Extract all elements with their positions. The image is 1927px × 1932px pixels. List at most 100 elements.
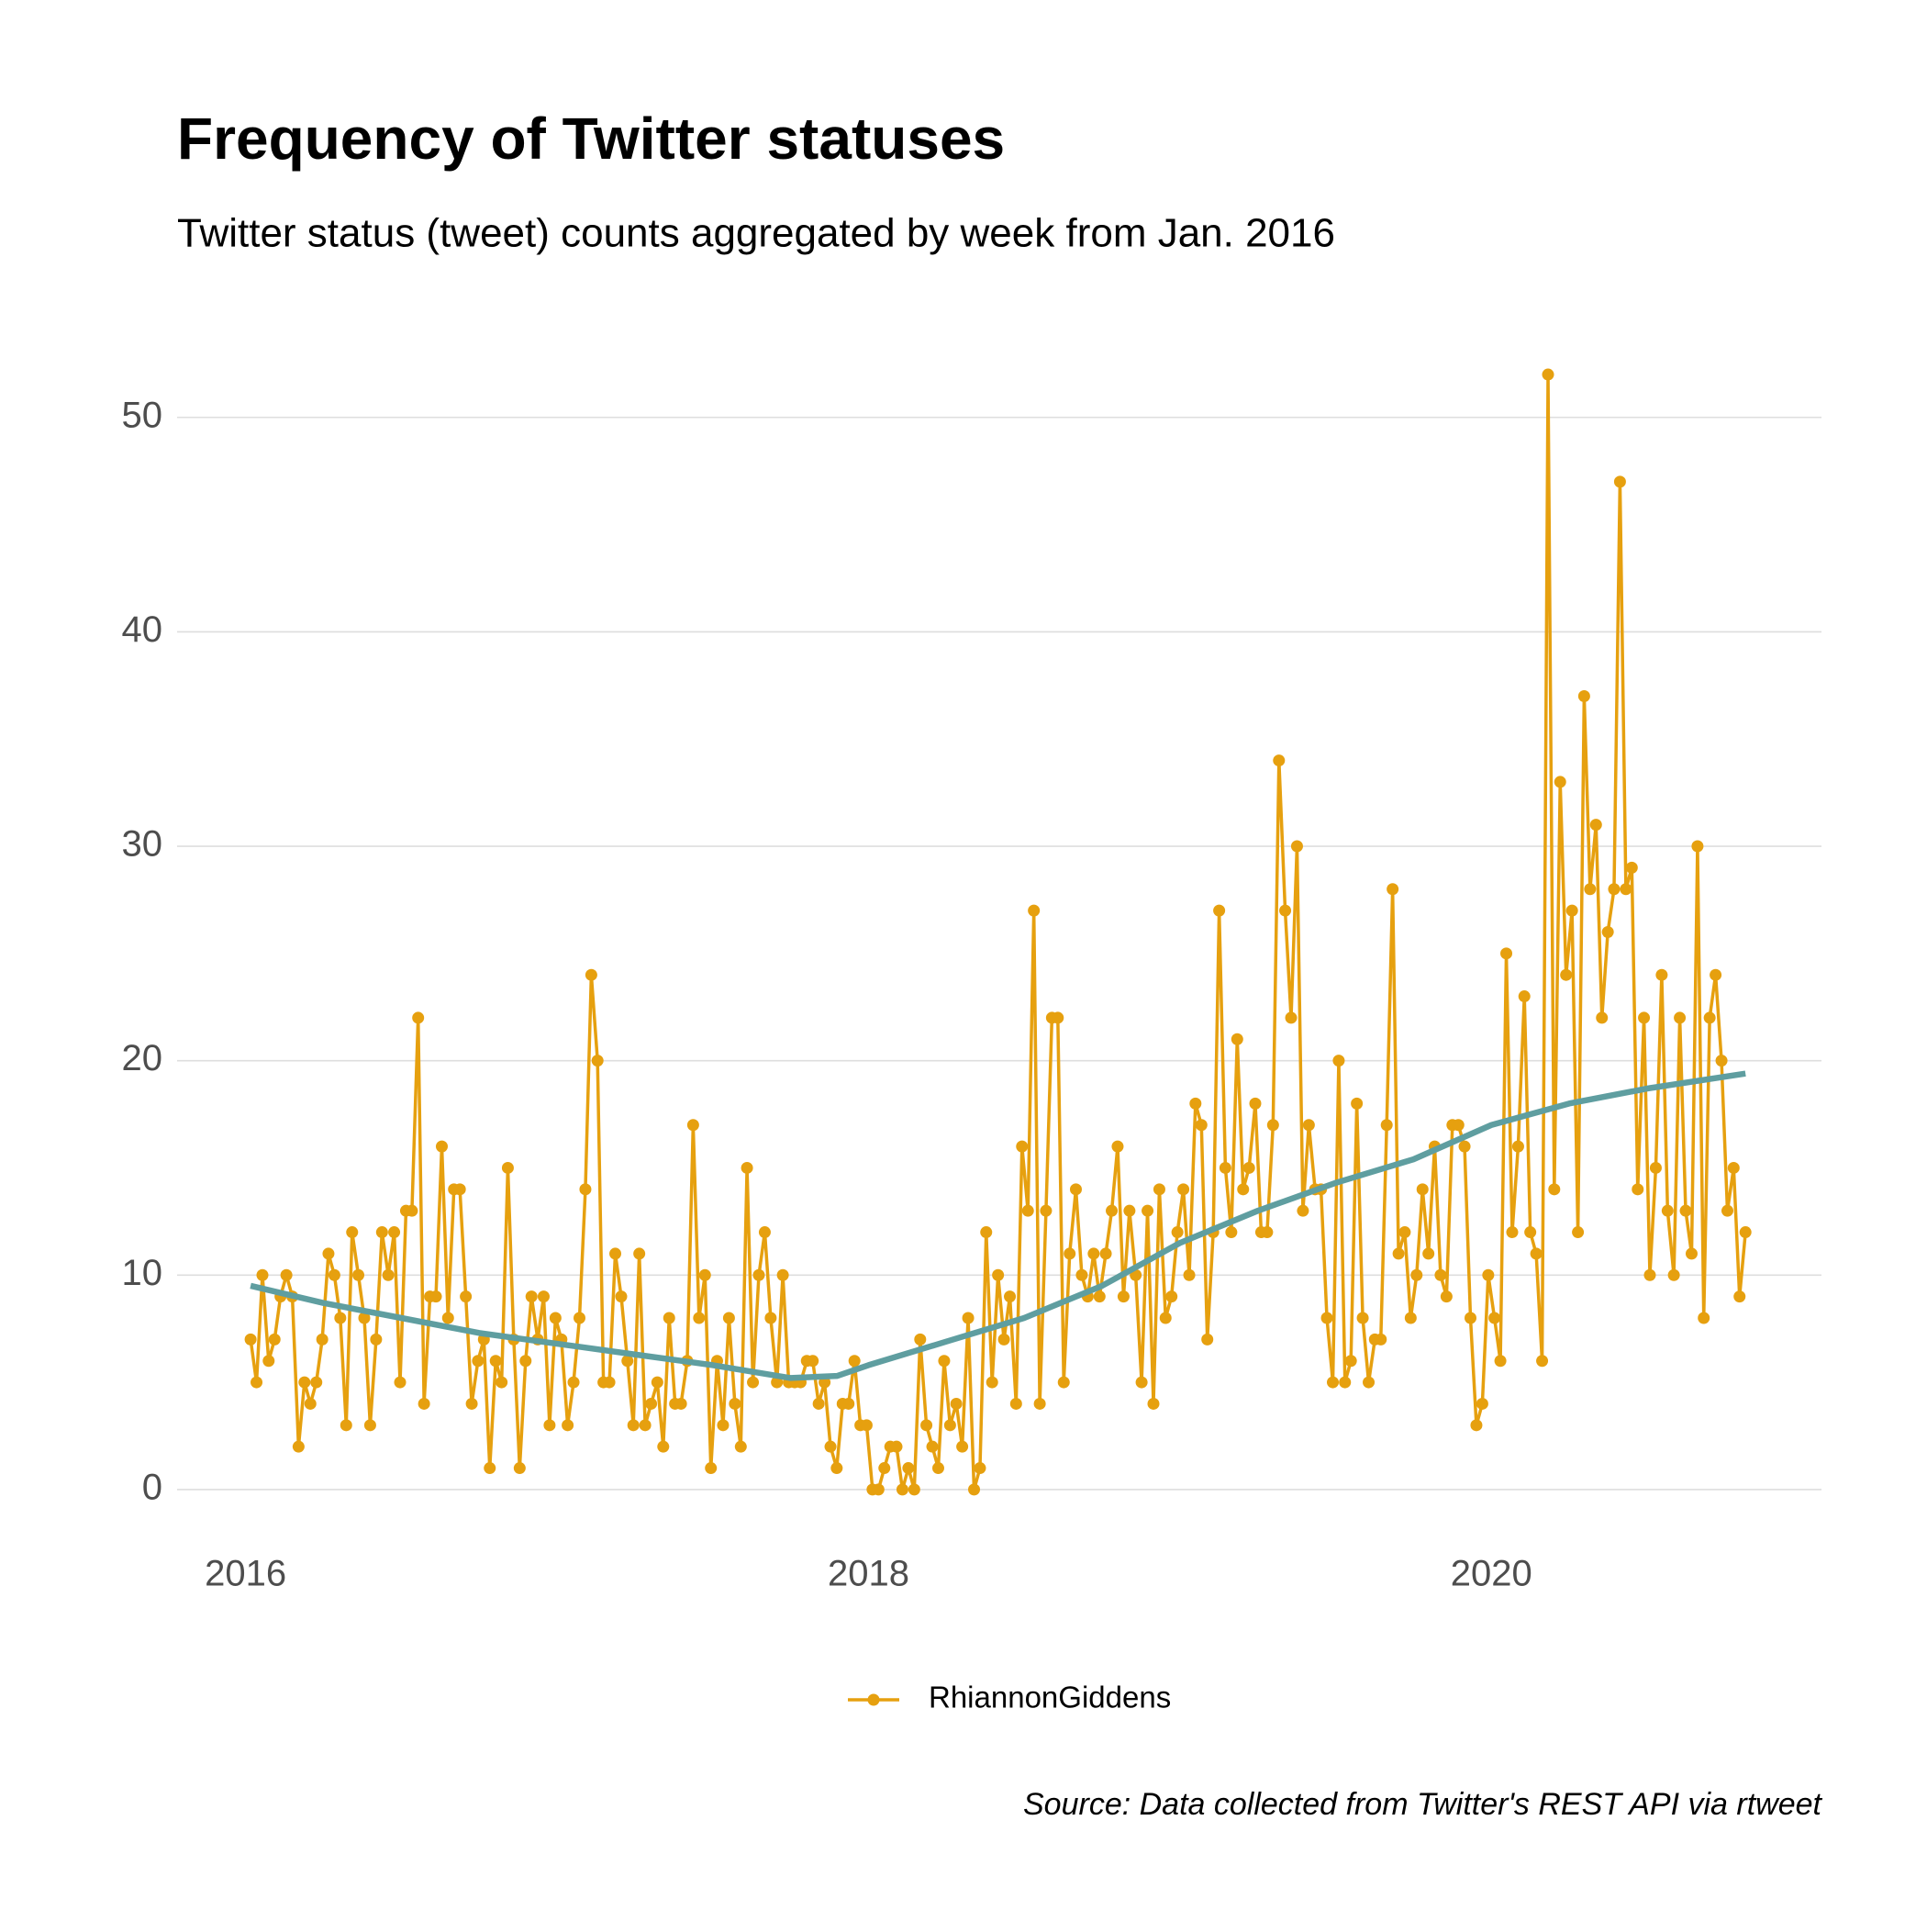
data-point: [872, 1483, 885, 1496]
y-tick-label: 30: [122, 824, 163, 865]
data-point: [519, 1355, 532, 1368]
data-point: [639, 1419, 652, 1432]
data-point: [722, 1312, 735, 1324]
data-point: [1710, 968, 1722, 981]
data-point: [1398, 1226, 1411, 1239]
data-point: [1416, 1183, 1429, 1196]
data-point: [824, 1440, 837, 1453]
data-point: [603, 1376, 616, 1389]
data-point: [980, 1226, 993, 1239]
data-point: [352, 1268, 365, 1281]
data-point: [956, 1440, 969, 1453]
data-point: [717, 1419, 730, 1432]
data-point: [501, 1161, 514, 1174]
data-point: [627, 1419, 640, 1432]
data-point: [1297, 1204, 1309, 1217]
data-point: [729, 1397, 741, 1410]
data-point: [1040, 1204, 1053, 1217]
data-point: [938, 1355, 951, 1368]
data-point: [1661, 1204, 1674, 1217]
data-point: [412, 1011, 425, 1024]
data-point: [256, 1268, 269, 1281]
data-point: [1506, 1226, 1519, 1239]
data-point: [1375, 1333, 1387, 1346]
data-point: [1302, 1119, 1315, 1132]
data-point: [1033, 1397, 1046, 1410]
data-point: [1560, 968, 1573, 981]
data-point: [931, 1462, 944, 1475]
data-point: [1542, 368, 1554, 381]
data-point: [615, 1290, 628, 1303]
data-point: [758, 1226, 771, 1239]
data-point: [1458, 1140, 1471, 1153]
data-point: [1739, 1226, 1752, 1239]
data-point: [1638, 1011, 1651, 1024]
data-point: [1655, 968, 1668, 981]
data-point: [1075, 1268, 1088, 1281]
data-point: [1410, 1268, 1423, 1281]
data-point: [1117, 1290, 1130, 1303]
data-point: [513, 1462, 526, 1475]
data-point: [741, 1161, 753, 1174]
data-point: [394, 1376, 407, 1389]
data-point: [1249, 1097, 1262, 1110]
data-point: [328, 1268, 340, 1281]
data-point: [591, 1055, 604, 1067]
data-point: [441, 1312, 454, 1324]
data-point: [549, 1312, 562, 1324]
data-point: [1016, 1140, 1029, 1153]
data-point: [370, 1333, 383, 1346]
data-point: [997, 1333, 1010, 1346]
data-point: [484, 1462, 496, 1475]
data-point: [1106, 1204, 1119, 1217]
data-point: [663, 1312, 675, 1324]
data-point: [573, 1312, 585, 1324]
data-point: [1279, 904, 1292, 917]
data-point: [567, 1376, 580, 1389]
data-point: [698, 1268, 711, 1281]
data-point: [686, 1119, 699, 1132]
data-point: [1380, 1119, 1393, 1132]
data-point: [1434, 1268, 1447, 1281]
data-point: [1285, 1011, 1298, 1024]
data-point: [1589, 819, 1602, 832]
data-point: [310, 1376, 323, 1389]
data-point: [1536, 1355, 1549, 1368]
data-point: [812, 1397, 825, 1410]
data-point: [1733, 1290, 1746, 1303]
data-point: [292, 1440, 305, 1453]
data-point: [1320, 1312, 1333, 1324]
data-point: [1667, 1268, 1680, 1281]
data-point: [1524, 1226, 1537, 1239]
data-point: [1326, 1376, 1339, 1389]
data-point: [1392, 1247, 1405, 1260]
x-tick-label: 2018: [828, 1554, 909, 1594]
data-point: [807, 1355, 819, 1368]
data-point: [1440, 1290, 1453, 1303]
series-line: [249, 373, 1747, 1491]
data-point: [1422, 1247, 1435, 1260]
data-point: [1577, 689, 1590, 702]
data-point: [543, 1419, 556, 1432]
data-point: [1219, 1161, 1231, 1174]
data-point: [657, 1440, 670, 1453]
data-point: [304, 1397, 317, 1410]
data-point: [1213, 904, 1226, 917]
data-point: [1356, 1312, 1369, 1324]
x-tick-label: 2016: [205, 1554, 286, 1594]
data-point: [693, 1312, 706, 1324]
data-point: [1584, 883, 1597, 896]
data-point: [1171, 1226, 1184, 1239]
y-tick-label: 40: [122, 609, 163, 650]
data-point: [1465, 1312, 1477, 1324]
data-point: [460, 1290, 473, 1303]
data-point: [489, 1355, 502, 1368]
data-point: [1613, 475, 1626, 488]
y-tick-label: 50: [122, 395, 163, 435]
data-point: [920, 1419, 933, 1432]
data-point: [1273, 754, 1286, 767]
data-point: [1691, 840, 1704, 853]
data-point: [429, 1290, 442, 1303]
data-point: [902, 1462, 915, 1475]
data-point: [764, 1312, 777, 1324]
